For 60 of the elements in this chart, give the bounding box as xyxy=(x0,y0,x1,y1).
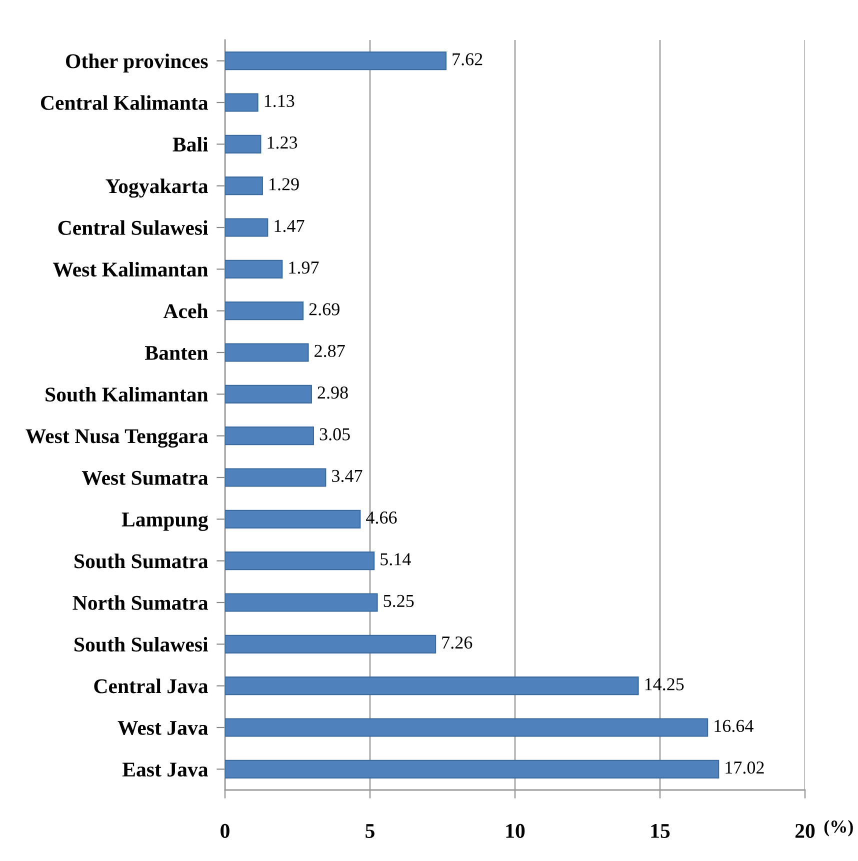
y-tick-label: West Kalimantan xyxy=(52,262,208,277)
x-axis-title: (%) xyxy=(824,820,853,836)
bar xyxy=(225,176,263,196)
y-tick-label: South Sumatra xyxy=(74,554,208,568)
bar xyxy=(225,760,720,778)
bar xyxy=(225,593,378,612)
data-label: 17.02 xyxy=(726,762,764,774)
bar xyxy=(225,302,304,320)
y-tick-label: West Sumatra xyxy=(82,470,208,486)
data-label: 2.87 xyxy=(314,344,345,358)
bar xyxy=(225,426,314,446)
y-tick-label: Central Sulawesi xyxy=(58,220,208,235)
y-tick-label: Other provinces xyxy=(66,54,208,72)
bar xyxy=(225,468,326,487)
data-label: 7.26 xyxy=(442,636,472,649)
data-label: 1.23 xyxy=(268,136,298,149)
bar xyxy=(225,260,283,278)
y-tick-label: Central Kalimanta xyxy=(40,95,208,110)
bar xyxy=(225,52,447,70)
y-tick-label: West Nusa Tenggara xyxy=(26,429,208,448)
x-tick-label: 5 xyxy=(366,824,374,838)
x-tick-label: 20 xyxy=(795,824,815,838)
y-tick-label: North Sumatra xyxy=(72,595,208,610)
data-label: 1.13 xyxy=(264,94,294,108)
data-label: 5.25 xyxy=(384,594,414,608)
bar xyxy=(225,134,262,154)
x-tick-label: 15 xyxy=(651,824,670,838)
bar xyxy=(225,384,312,404)
data-label: 7.62 xyxy=(452,53,482,66)
bar xyxy=(225,676,639,696)
data-label: 1.47 xyxy=(274,220,304,232)
bar xyxy=(225,634,436,654)
bar xyxy=(225,510,361,528)
y-tick-label: South Kalimantan xyxy=(46,386,208,402)
y-tick-label: Yogyakarta xyxy=(106,178,208,198)
bar xyxy=(225,93,258,112)
bar xyxy=(225,718,708,737)
y-tick-label: West Java xyxy=(118,721,208,736)
y-tick-label: Aceh xyxy=(163,304,208,318)
data-label: 3.05 xyxy=(320,428,350,440)
bar xyxy=(225,343,309,362)
data-label: 14.25 xyxy=(645,678,684,690)
data-label: 2.69 xyxy=(309,303,340,316)
x-tick-label: 0 xyxy=(220,824,230,838)
y-tick-label: Bali xyxy=(172,136,208,152)
y-tick-label: Lampung xyxy=(122,512,208,531)
x-tick-label: 10 xyxy=(506,824,525,838)
data-label: 5.14 xyxy=(380,553,411,566)
y-tick-label: Central Java xyxy=(94,678,208,694)
data-label: 3.47 xyxy=(332,470,362,482)
y-tick-label: East Java xyxy=(122,762,208,777)
y-tick-label: South Sulawesi xyxy=(74,636,208,652)
bar xyxy=(225,552,375,570)
data-label: 1.97 xyxy=(289,262,319,274)
data-label: 1.29 xyxy=(270,178,299,190)
data-label: 4.66 xyxy=(366,512,397,524)
bar xyxy=(225,218,268,237)
y-tick-label: Banten xyxy=(145,346,208,360)
data-label: 16.64 xyxy=(714,720,754,732)
data-label: 2.98 xyxy=(318,386,348,399)
